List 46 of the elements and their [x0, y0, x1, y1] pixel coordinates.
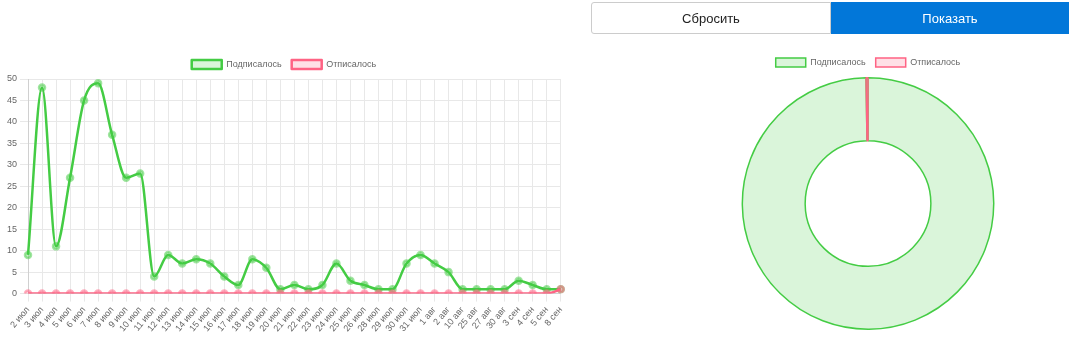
point [37, 83, 47, 92]
button[interactable]: Сбросить [591, 2, 831, 34]
point [262, 263, 271, 273]
y-tick-label: 30 [7, 159, 18, 170]
point [79, 96, 89, 105]
y-tick-label: 20 [7, 202, 18, 213]
point [248, 255, 257, 264]
legend-label: Подписалось [226, 58, 283, 69]
point [23, 250, 33, 260]
point [121, 173, 131, 182]
point [206, 259, 215, 268]
point [234, 280, 243, 290]
legend-label: Отписалось [910, 56, 961, 67]
point [430, 259, 439, 268]
y-tick-label: 10 [7, 245, 18, 256]
point [514, 276, 523, 285]
point [135, 169, 145, 178]
y-tick-label: 35 [7, 137, 18, 148]
point [51, 242, 61, 251]
point [318, 280, 327, 290]
y-tick-label: 5 [12, 266, 18, 277]
y-tick-label: 15 [7, 223, 18, 234]
point [93, 79, 103, 88]
point [163, 250, 173, 260]
y-tick-label: 40 [7, 116, 18, 127]
point [444, 267, 453, 277]
point [528, 280, 537, 290]
point [177, 259, 187, 268]
point [360, 280, 369, 290]
point [290, 280, 299, 290]
legend-label: Отписалось [326, 58, 377, 69]
point [402, 259, 411, 268]
button[interactable]: Показать [831, 2, 1069, 34]
y-tick-label: 50 [7, 73, 18, 84]
point [191, 255, 201, 264]
point [149, 272, 159, 281]
legend-label: Подписалось [810, 56, 867, 67]
y-tick-label: 0 [12, 288, 18, 299]
y-tick-label: 45 [7, 94, 18, 105]
point [65, 173, 75, 182]
y-tick-label: 25 [7, 180, 18, 191]
point [332, 259, 341, 268]
point [220, 272, 229, 281]
point [107, 130, 117, 140]
point [346, 276, 355, 285]
point [416, 250, 425, 260]
